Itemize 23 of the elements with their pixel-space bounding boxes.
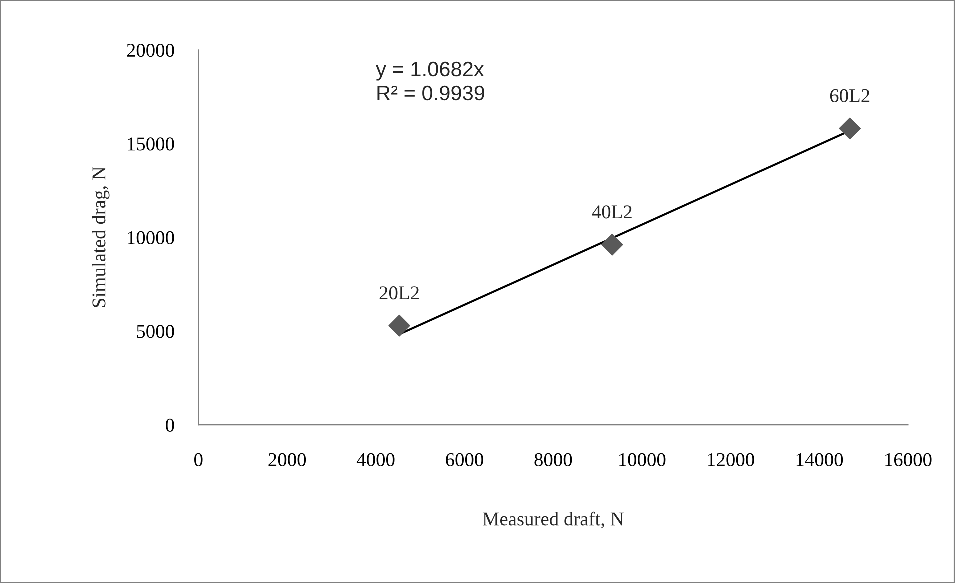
y-axis-title: Simulated drag, N [92,167,110,308]
x-tick-label: 14000 [796,453,844,466]
y-tick-label: 20000 [127,44,174,58]
x-axis-title: Measured draft, N [482,512,624,529]
point [839,118,861,140]
x-tick-label: 12000 [708,453,754,466]
y-tick-label: 5000 [137,325,174,338]
point [388,314,410,337]
annotation: y = 1.0682x R² = 0.9939 [376,62,484,101]
annotation: 60L2 [830,89,870,102]
y-tick-label: 0 [166,418,174,432]
annotation: 20L2 [380,286,419,300]
annotation: 40L2 [592,206,632,219]
y-tick-label: 10000 [128,231,174,245]
x-tick-label: 2000 [268,453,306,466]
x-tick-label: 10000 [620,453,666,466]
x-tick-label: 0 [194,453,203,466]
x-tick-label: 16000 [886,453,932,466]
x-tick-label: 4000 [356,453,395,466]
x-tick-label: 8000 [534,453,572,466]
x-tick-label: 6000 [446,453,484,466]
point [602,234,624,256]
y-tick-label: 15000 [128,138,174,151]
